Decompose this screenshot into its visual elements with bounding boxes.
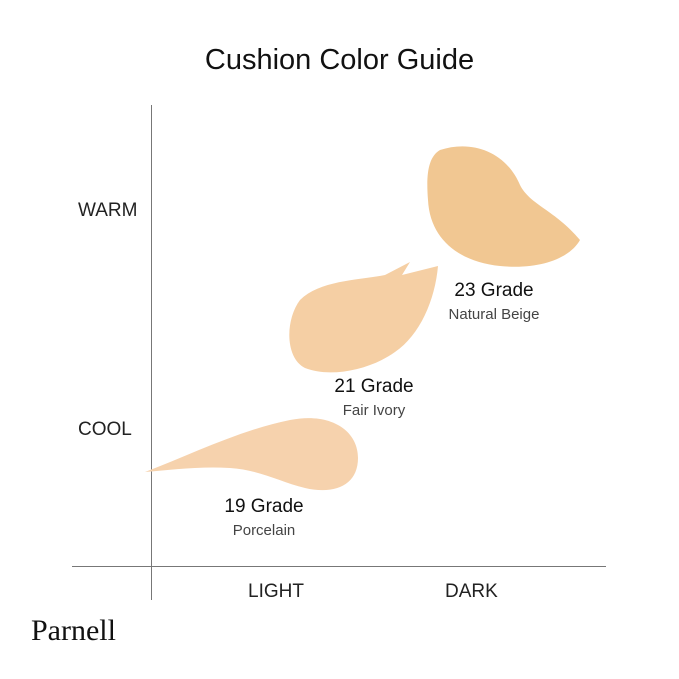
shade-name-23: Natural Beige	[448, 306, 540, 323]
swatch-21-grade	[289, 262, 438, 373]
shade-name-19: Porcelain	[232, 522, 296, 539]
axis-label-light: LIGHT	[248, 581, 304, 602]
axis-label-cool: COOL	[78, 419, 132, 440]
shade-name-21: Fair Ivory	[342, 402, 406, 419]
brand-logo: Parnell	[31, 614, 116, 647]
grade-label-19: 19 Grade	[224, 496, 304, 517]
grade-label-23: 23 Grade	[454, 280, 534, 301]
axis-label-dark: DARK	[445, 581, 498, 602]
swatch-23-grade	[427, 146, 580, 267]
swatch-19-grade	[145, 418, 358, 491]
axis-label-warm: WARM	[78, 200, 138, 221]
page-title: Cushion Color Guide	[204, 44, 475, 76]
grade-label-21: 21 Grade	[334, 376, 414, 397]
